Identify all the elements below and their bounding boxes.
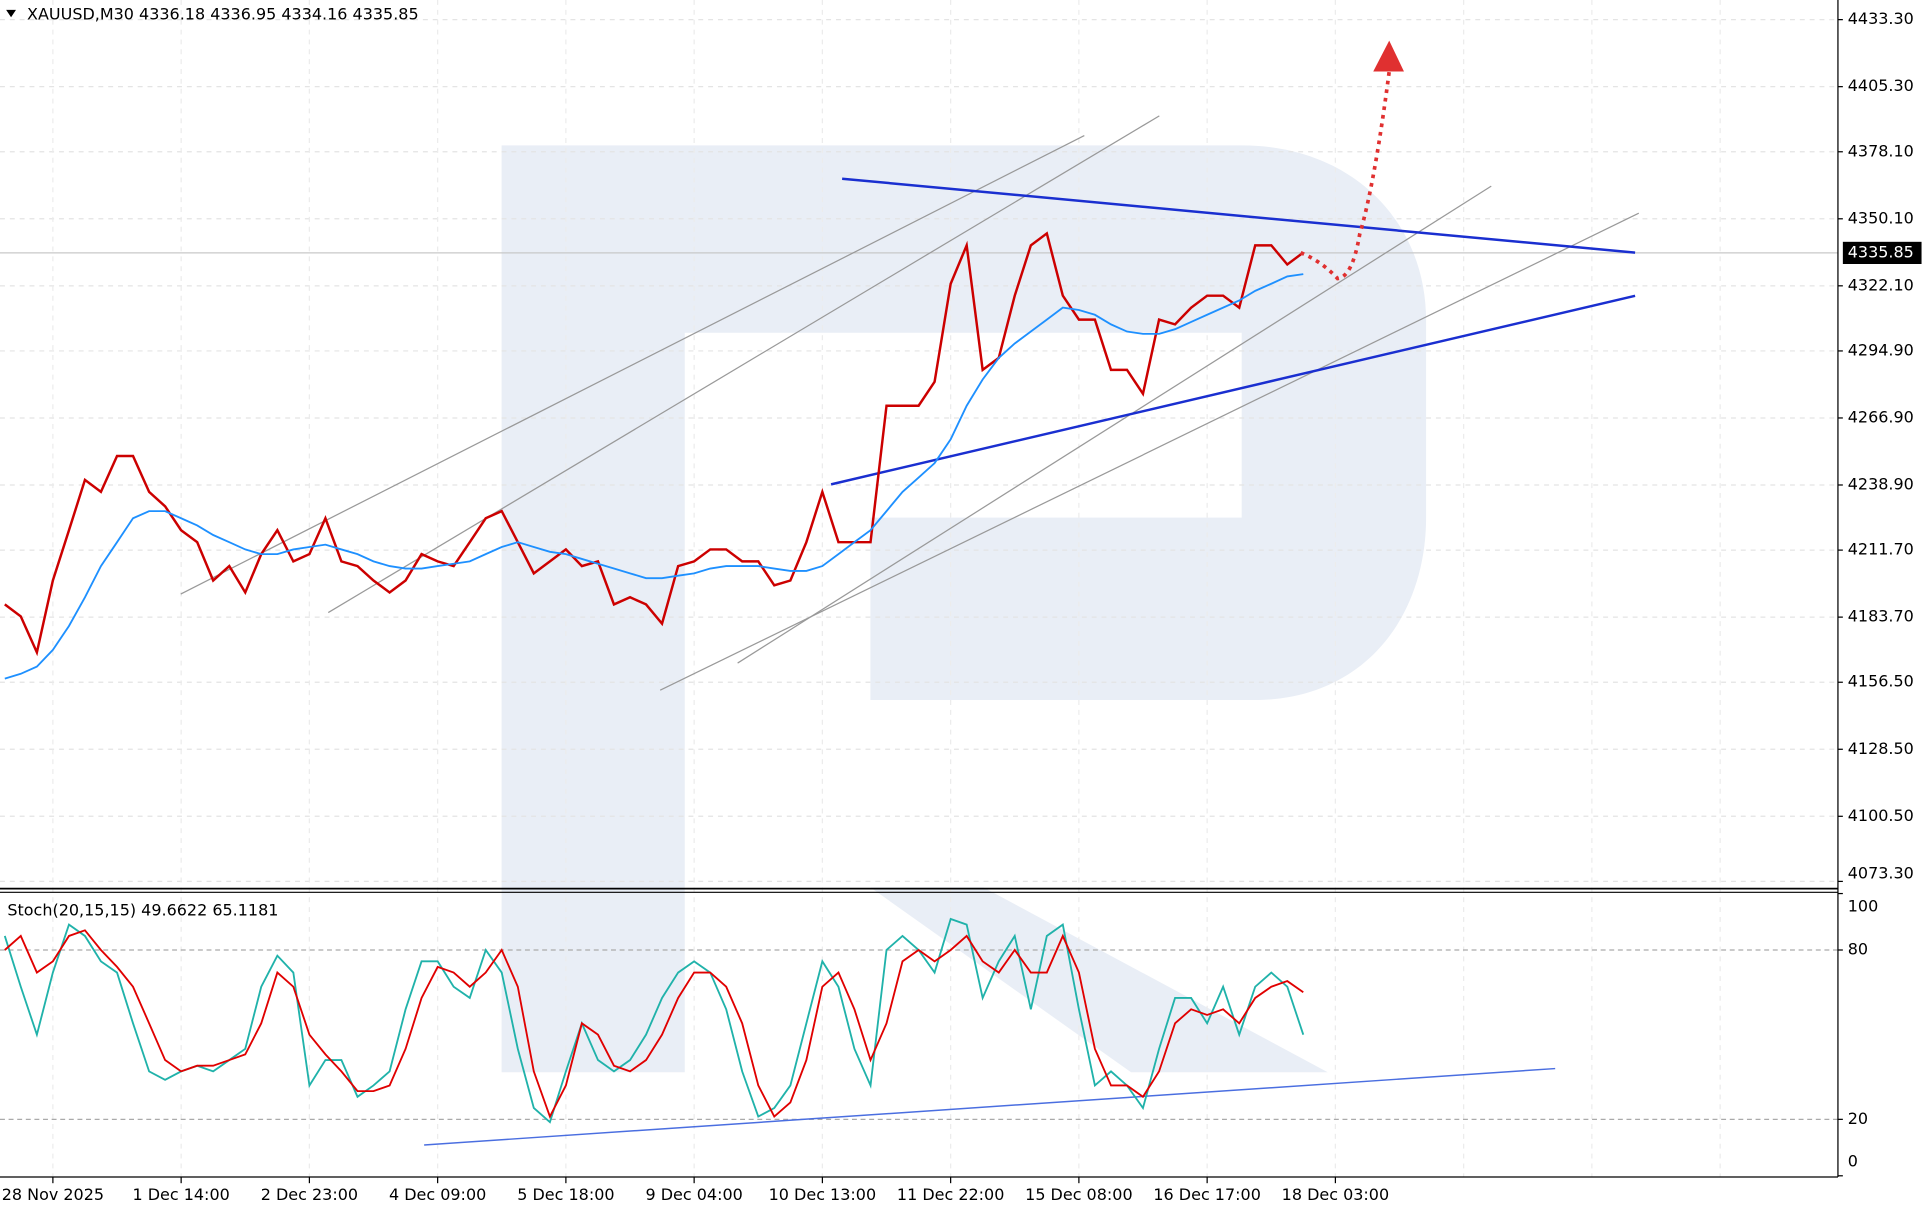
x-tick-label: 15 Dec 08:00	[1025, 1185, 1132, 1204]
axes: 4073.30 4100.50 4128.50 4156.50 4183.70 4211.…	[2, 9, 1922, 1204]
series-line	[3, 917, 1305, 1124]
y-tick-label: 4128.50	[1848, 739, 1914, 758]
y-tick-label: 4350.10	[1848, 208, 1914, 227]
y-tick-label: 4238.90	[1848, 474, 1914, 493]
y-tick-label: 4100.50	[1848, 806, 1914, 825]
forecast-arrow	[1299, 71, 1392, 281]
x-tick-label: 16 Dec 17:00	[1153, 1185, 1260, 1204]
indicator-title: Stoch(20,15,15) 49.6622 65.1181	[7, 900, 278, 919]
current-price-box	[1842, 241, 1922, 264]
y-tick-label: 100	[1848, 897, 1879, 916]
stoch-trend-line	[424, 1067, 1556, 1146]
y-tick-label: 4433.30	[1848, 9, 1914, 28]
current-price-label: 4335.85	[1848, 242, 1914, 261]
watermark	[501, 145, 1427, 1073]
symbol-menu-icon[interactable]	[6, 9, 16, 18]
x-tick-label: 11 Dec 22:00	[897, 1185, 1004, 1204]
triangle-lines	[830, 177, 1636, 486]
y-tick-label: 4378.10	[1848, 141, 1914, 160]
x-tick-label: 4 Dec 09:00	[389, 1185, 486, 1204]
x-tick-label: 28 Nov 2025	[2, 1185, 104, 1204]
x-tick-label: 1 Dec 14:00	[132, 1185, 229, 1204]
channel-lines	[180, 115, 1640, 691]
y-tick-label: 4183.70	[1848, 607, 1914, 626]
y-tick-label: 4073.30	[1848, 863, 1914, 882]
x-tick-label: 2 Dec 23:00	[261, 1185, 358, 1204]
y-tick-label: 4266.90	[1848, 407, 1914, 426]
y-tick-label: 4322.10	[1848, 275, 1914, 294]
chart-title: XAUUSD,M30 4336.18 4336.95 4334.16 4335.…	[27, 4, 419, 23]
y-tick-label: 20	[1848, 1109, 1868, 1128]
y-tick-label: 4156.50	[1848, 672, 1914, 691]
grid	[0, 0, 1838, 1178]
series	[3, 231, 1305, 1124]
y-tick-label: 0	[1848, 1152, 1858, 1171]
series-line	[4, 273, 1304, 680]
y-tick-label: 4294.90	[1848, 340, 1914, 359]
forecast-arrow-head	[1373, 40, 1404, 72]
x-tick-label: 10 Dec 13:00	[769, 1185, 876, 1204]
x-tick-label: 9 Dec 04:00	[645, 1185, 742, 1204]
y-tick-label: 80	[1848, 939, 1868, 958]
series-line	[4, 231, 1305, 657]
series-line	[4, 929, 1304, 1119]
y-tick-label: 4405.30	[1848, 76, 1914, 95]
x-tick-label: 5 Dec 18:00	[517, 1185, 614, 1204]
y-tick-label: 4211.70	[1848, 540, 1914, 559]
x-tick-label: 18 Dec 03:00	[1282, 1185, 1389, 1204]
